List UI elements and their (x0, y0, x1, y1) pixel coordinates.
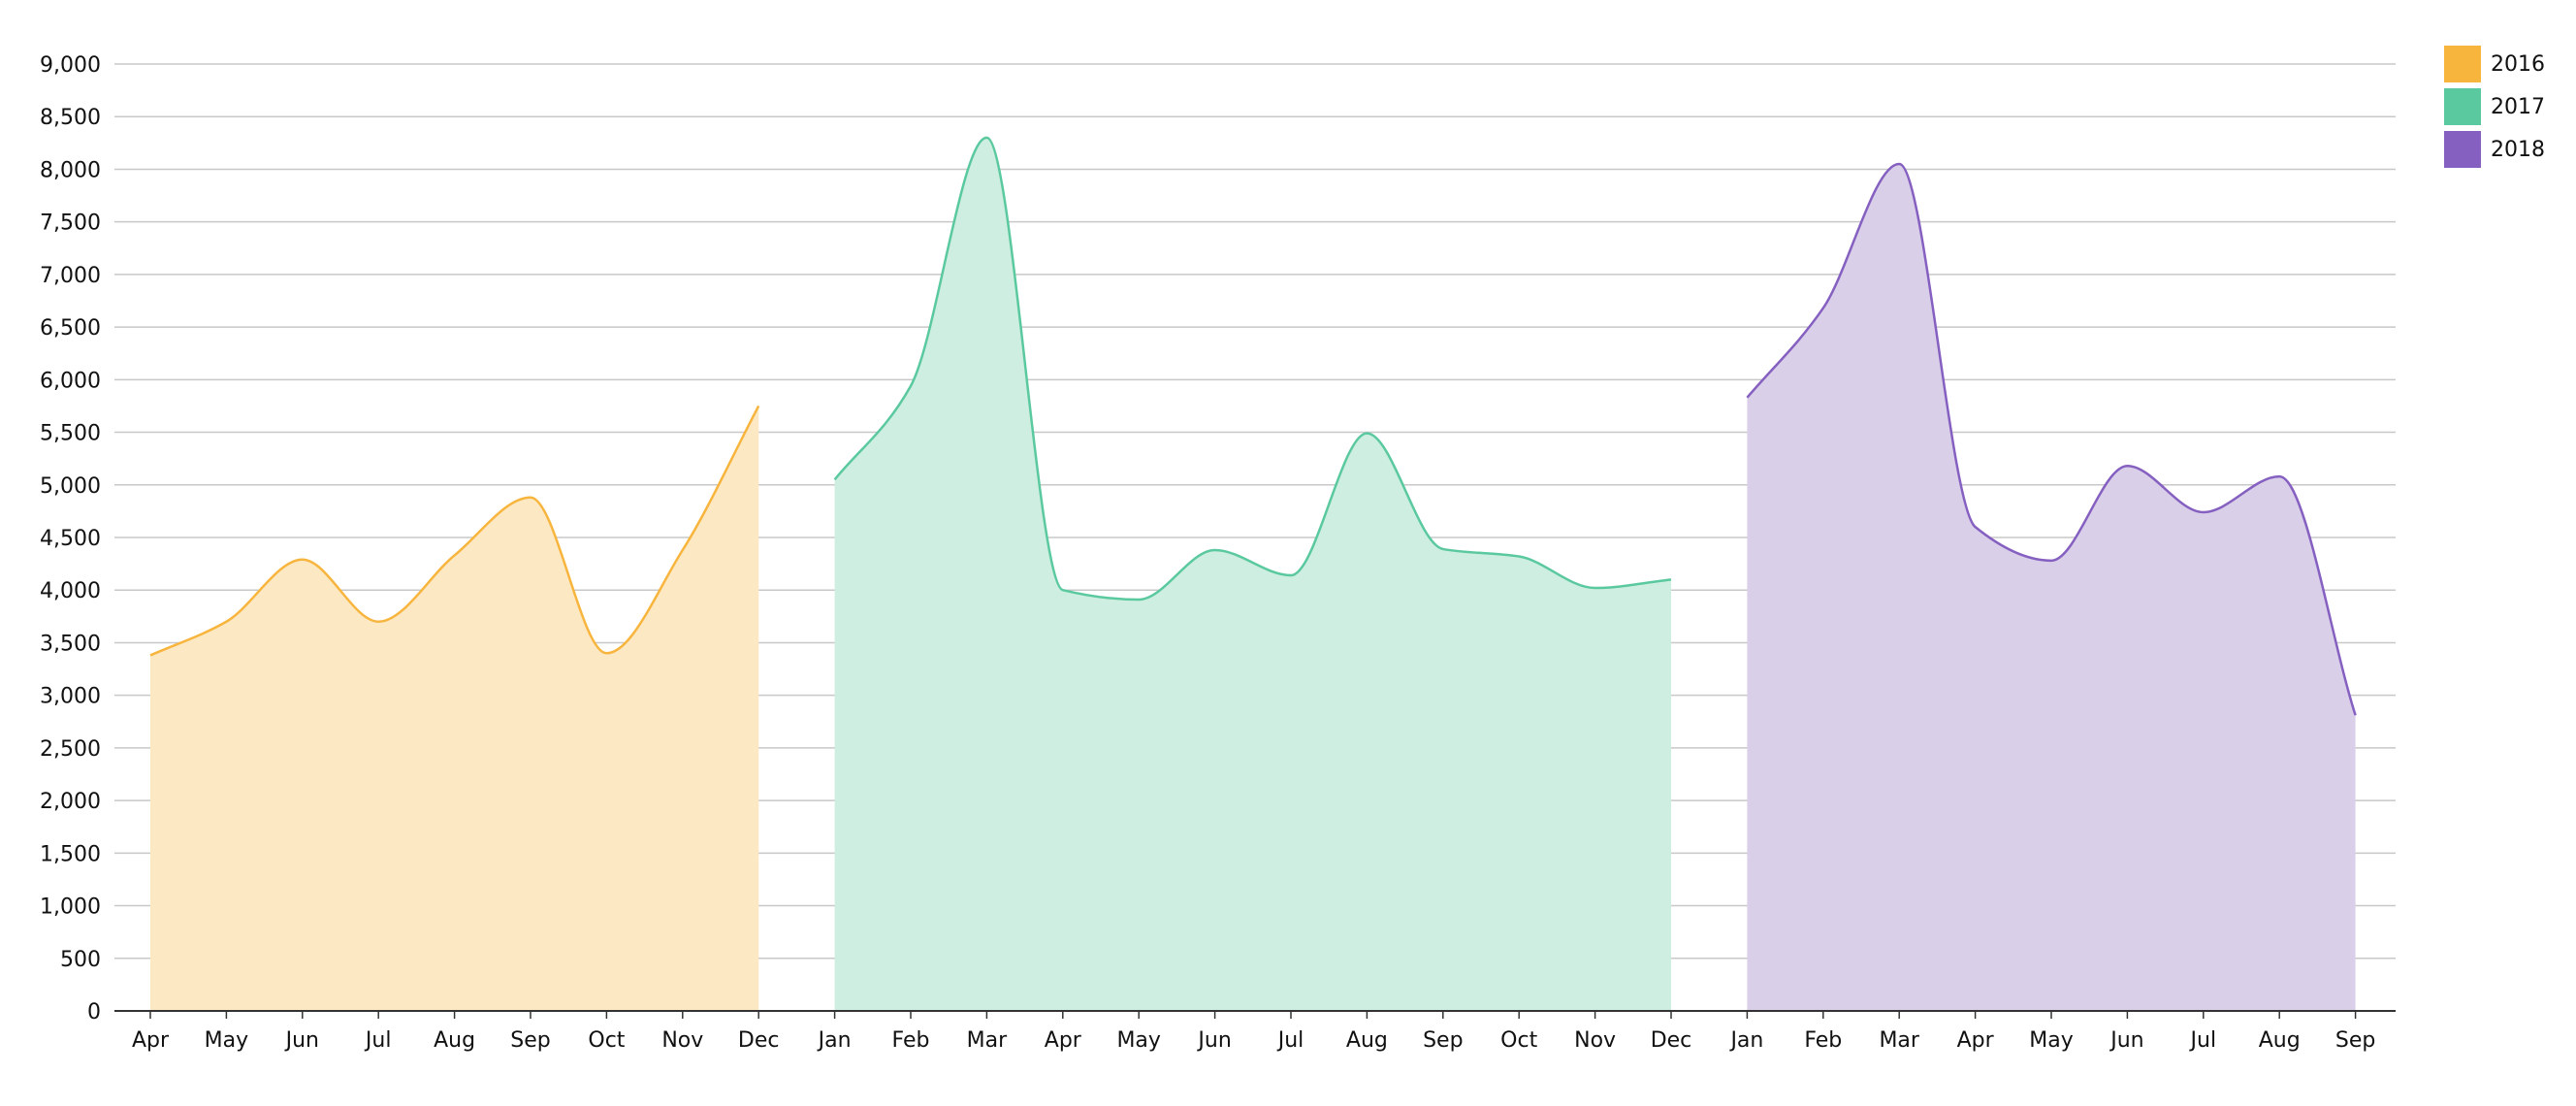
x-tick-label: Aug (1346, 1028, 1388, 1053)
x-tick-label: Apr (1957, 1028, 1995, 1053)
y-tick-label: 4,500 (40, 527, 101, 551)
y-tick-label: 500 (60, 948, 101, 972)
x-tick-label: Jul (364, 1028, 392, 1053)
x-tick-label: Aug (434, 1028, 475, 1053)
y-tick-label: 3,500 (40, 632, 101, 656)
y-tick-label: 6,000 (40, 369, 101, 393)
legend-swatch-2018 (2444, 131, 2481, 168)
y-tick-label: 4,000 (40, 579, 101, 603)
x-tick-label: Jul (2189, 1028, 2217, 1053)
series-lines (149, 136, 2357, 716)
legend-label-2018: 2018 (2491, 137, 2545, 162)
y-tick-label: 5,000 (40, 474, 101, 499)
y-tick-label: 2,000 (40, 790, 101, 814)
x-tick-label: Sep (1423, 1028, 1463, 1053)
x-tick-label: Jun (1196, 1028, 1231, 1053)
y-tick-label: 0 (87, 1000, 101, 1025)
x-tick-label: May (1116, 1028, 1160, 1053)
x-tick-label: Jul (1276, 1028, 1304, 1053)
x-tick-label: May (205, 1028, 248, 1053)
x-tick-label: Nov (661, 1028, 703, 1053)
x-tick-label: Jun (2109, 1028, 2143, 1053)
y-tick-label: 5,500 (40, 422, 101, 446)
legend-swatch-2016 (2444, 46, 2481, 82)
y-tick-label: 8,500 (40, 106, 101, 130)
x-tick-label: Dec (738, 1028, 780, 1053)
legend-swatch-2017 (2444, 88, 2481, 125)
legend-item-2016[interactable]: 2016 (2444, 43, 2545, 85)
y-axis-tick-labels: 0 500 1,000 1,500 2,000 2,500 3,000 3,500 4,000 4… (40, 53, 101, 1025)
area-2018 (1747, 164, 2356, 1011)
x-axis-tick-labels: Apr May Jun Jul Aug Sep Oct Nov Dec Jan Feb Mar Apr M… (132, 1011, 2375, 1053)
x-tick-label: Feb (1804, 1028, 1842, 1053)
area-2016 (150, 406, 759, 1011)
x-tick-label: Mar (1879, 1028, 1919, 1053)
x-tick-label: Nov (1574, 1028, 1616, 1053)
x-tick-label: Apr (132, 1028, 170, 1053)
x-tick-label: Oct (1500, 1028, 1537, 1053)
y-tick-label: 2,500 (40, 737, 101, 762)
legend-item-2017[interactable]: 2017 (2444, 85, 2545, 128)
x-tick-label: Jan (1728, 1028, 1763, 1053)
y-tick-label: 7,000 (40, 264, 101, 288)
x-tick-label: Jan (817, 1028, 852, 1053)
x-tick-label: Mar (967, 1028, 1008, 1053)
x-tick-label: Dec (1651, 1028, 1692, 1053)
y-tick-label: 3,000 (40, 685, 101, 709)
x-tick-label: Apr (1045, 1028, 1082, 1053)
y-tick-label: 8,000 (40, 158, 101, 182)
legend-label-2016: 2016 (2491, 51, 2545, 77)
legend-label-2017: 2017 (2491, 94, 2545, 119)
line-2017 (833, 136, 1672, 602)
x-tick-label: Feb (892, 1028, 930, 1053)
y-tick-label: 6,500 (40, 316, 101, 341)
y-tick-label: 1,000 (40, 895, 101, 920)
x-tick-label: Oct (588, 1028, 625, 1053)
legend-item-2018[interactable]: 2018 (2444, 128, 2545, 171)
y-tick-label: 7,500 (40, 211, 101, 236)
line-2016 (149, 405, 760, 657)
area-2017 (834, 137, 1671, 1011)
x-tick-label: Sep (510, 1028, 550, 1053)
x-tick-label: Jun (284, 1028, 319, 1053)
x-tick-label: May (2029, 1028, 2073, 1053)
y-tick-label: 9,000 (40, 53, 101, 78)
x-tick-label: Aug (2259, 1028, 2301, 1053)
legend: 2016 2017 2018 (2444, 43, 2545, 171)
line-2018 (1746, 162, 2357, 716)
x-tick-label: Sep (2335, 1028, 2375, 1053)
y-tick-label: 1,500 (40, 842, 101, 866)
series-areas (150, 137, 2356, 1011)
